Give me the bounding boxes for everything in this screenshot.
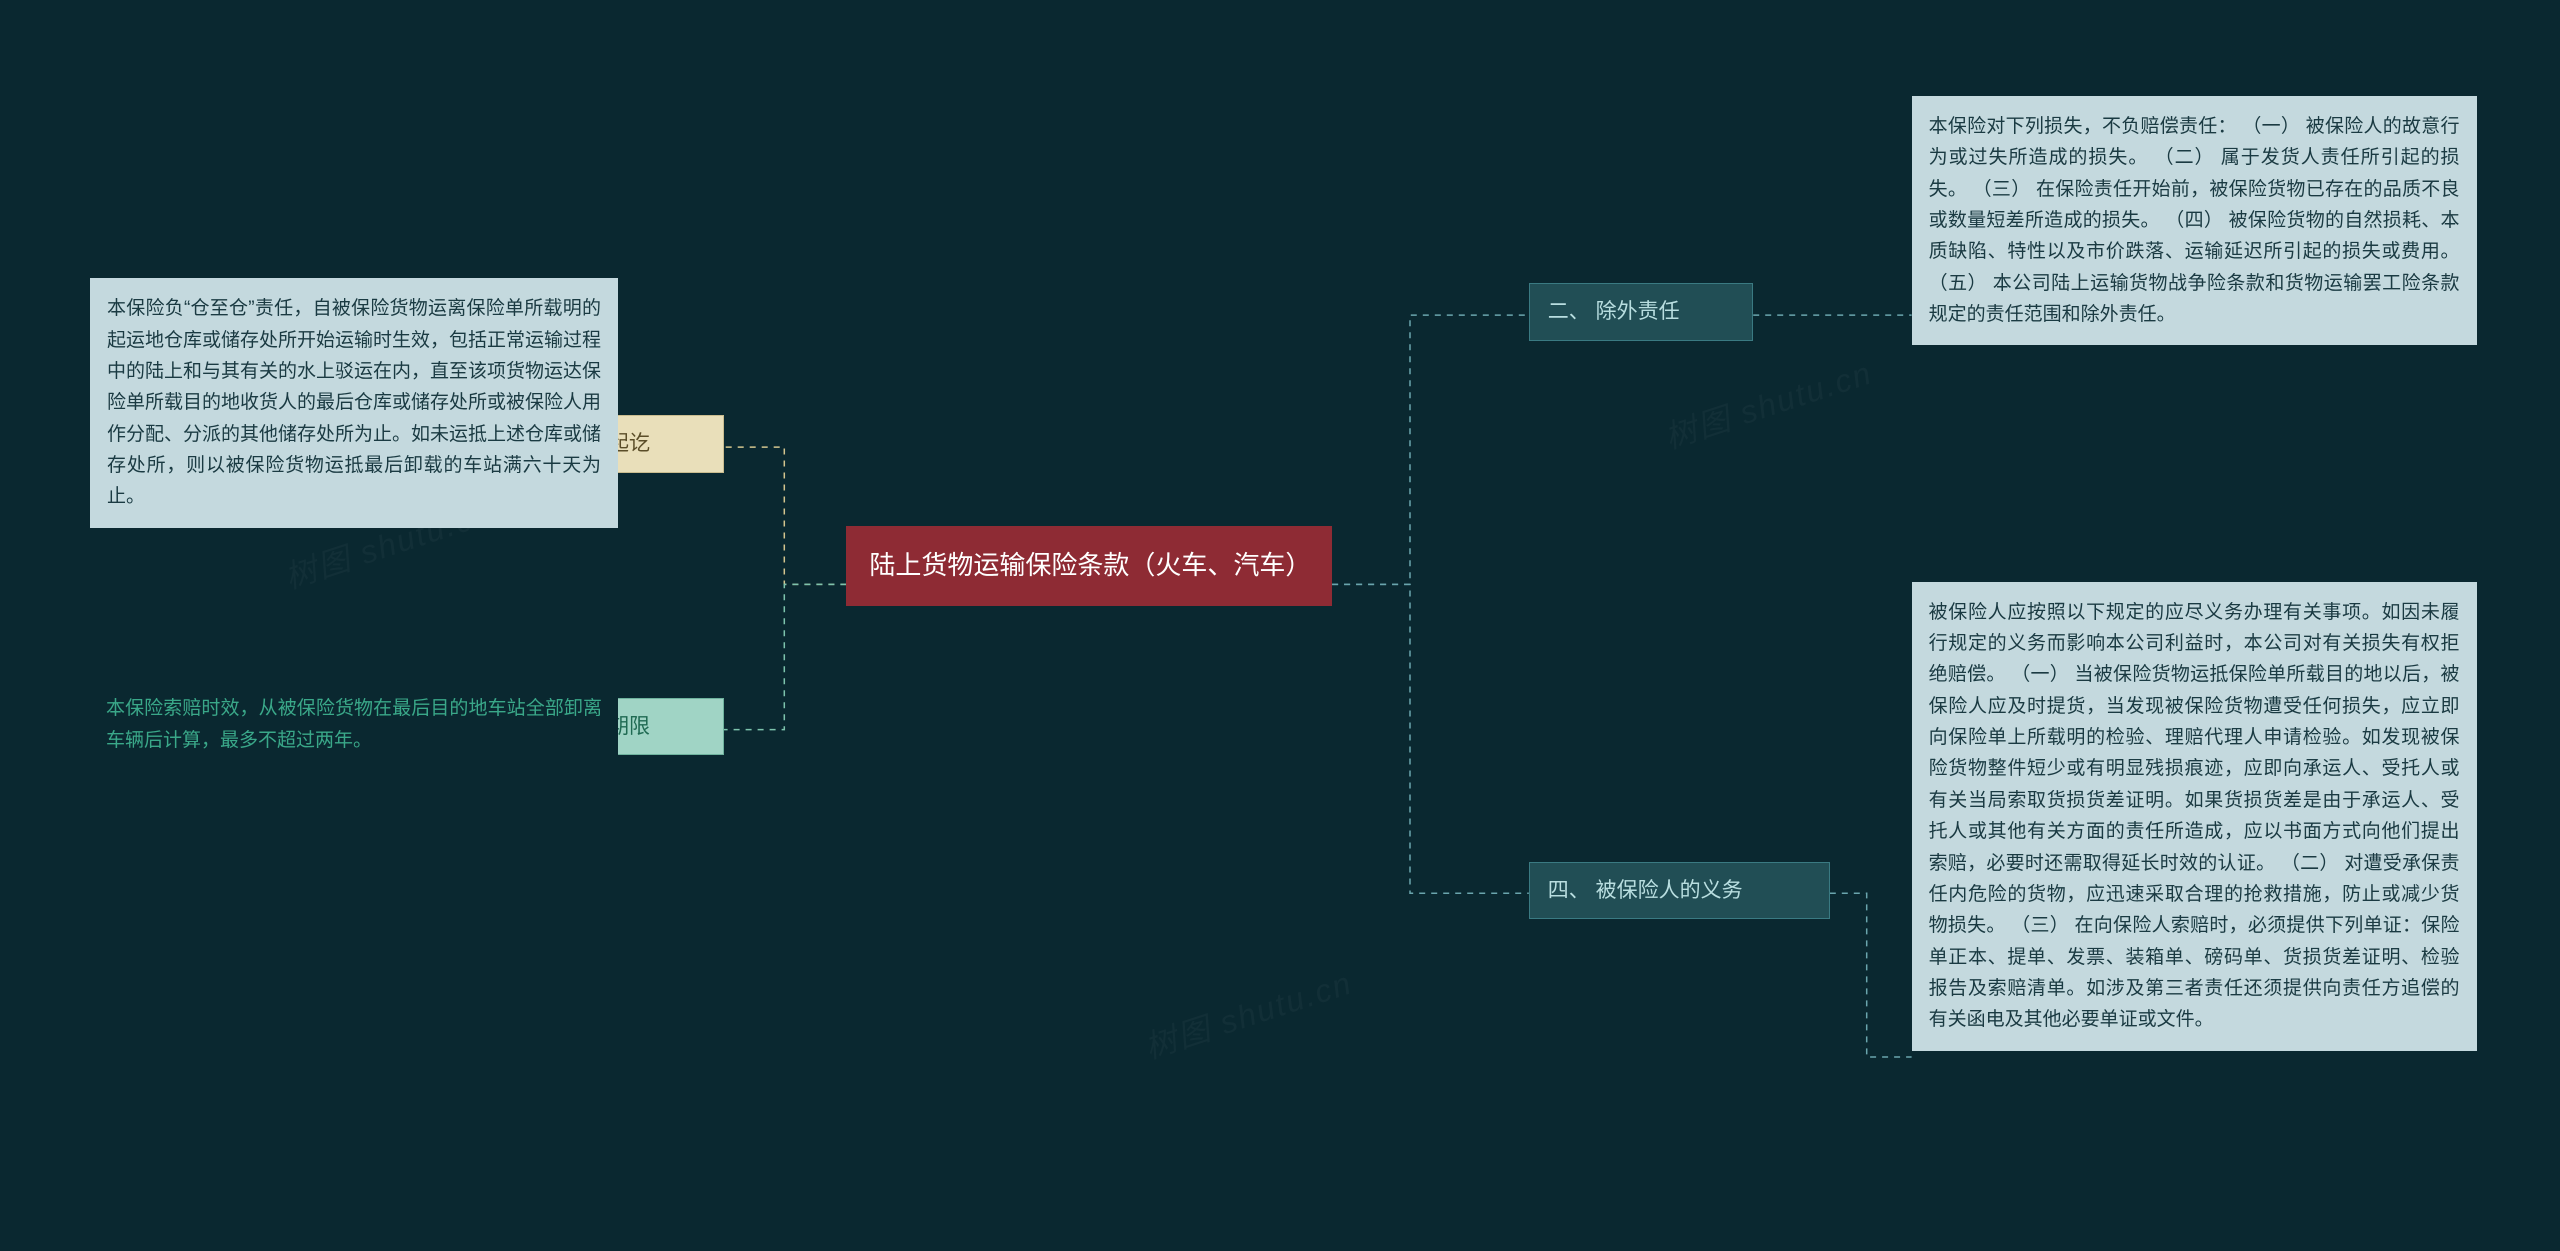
leaf-node-2: 本保险对下列损失，不负赔偿责任： （一） 被保险人的故意行为或过失所造成的损失。… [1912,96,2477,345]
branch-node-2: 二、 除外责任 [1529,283,1753,341]
leaf-text: 本保险对下列损失，不负赔偿责任： （一） 被保险人的故意行为或过失所造成的损失。… [1929,116,2460,325]
leaf-text: 被保险人应按照以下规定的应尽义务办理有关事项。如因未履行规定的义务而影响本公司利… [1929,602,2460,1030]
watermark: 树图 shutu.cn [1138,958,1358,1068]
root-node: 陆上货物运输保险条款（火车、汽车） [846,526,1332,606]
leaf-node-4: 被保险人应按照以下规定的应尽义务办理有关事项。如因未履行规定的义务而影响本公司利… [1912,582,2477,1051]
branch-label: 二、 除外责任 [1548,300,1680,323]
watermark: 树图 shutu.cn [1658,348,1878,458]
leaf-text: 本保险索赔时效，从被保险货物在最后目的地车站全部卸离车辆后计算，最多不超过两年。 [106,698,602,750]
branch-node-4: 四、 被保险人的义务 [1529,862,1830,920]
leaf-node-3: 本保险负“仓至仓”责任，自被保险货物运离保险单所载明的起运地仓库或储存处所开始运… [90,278,618,527]
leaf-node-5: 本保险索赔时效，从被保险货物在最后目的地车站全部卸离车辆后计算，最多不超过两年。 [90,679,618,770]
leaf-text: 本保险负“仓至仓”责任，自被保险货物运离保险单所载明的起运地仓库或储存处所开始运… [107,298,601,507]
root-label: 陆上货物运输保险条款（火车、汽车） [869,550,1311,580]
branch-label: 四、 被保险人的义务 [1548,879,1743,902]
